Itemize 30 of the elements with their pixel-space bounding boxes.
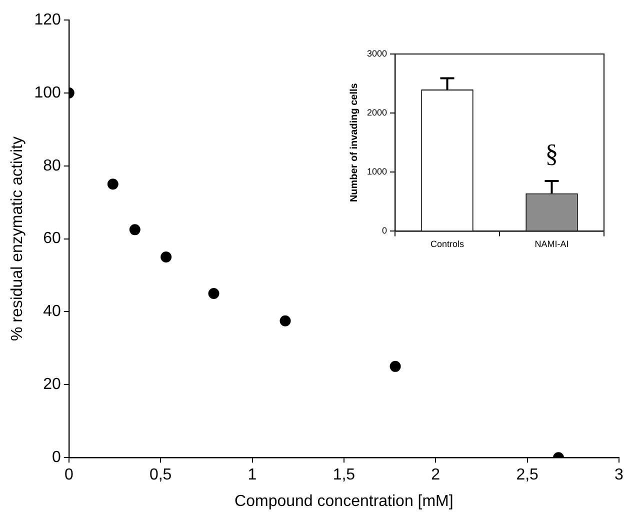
- x-tick-label: 0: [64, 466, 74, 484]
- y-tick-label: 100: [34, 84, 61, 102]
- y-tick-label: 60: [43, 230, 61, 248]
- y-axis-title: Number of invading cells: [348, 82, 360, 202]
- x-tick-label: 0,5: [149, 466, 172, 484]
- y-tick-label: 0: [52, 449, 61, 466]
- y-tick-label: 40: [43, 303, 61, 320]
- y-tick-label: 80: [43, 157, 61, 174]
- point: [160, 252, 172, 263]
- y-tick-label: 3000: [366, 48, 388, 58]
- annotation: §: [545, 138, 558, 168]
- point: [390, 360, 401, 372]
- point: [280, 315, 291, 326]
- x-tick-label: 2,5: [516, 466, 539, 484]
- x-tick-label: 1,5: [332, 466, 356, 484]
- x-tick-label: 2: [431, 466, 440, 484]
- x-tick-label: 3: [614, 466, 624, 484]
- x-tick-label: Controls: [430, 239, 465, 250]
- y-tick-label: 2000: [366, 108, 388, 118]
- y-tick-label: 120: [34, 11, 61, 28]
- y-tick-label: 1000: [366, 166, 388, 177]
- x-tick-label: 1: [248, 466, 257, 484]
- x-tick-label: NAMI-AI: [534, 239, 569, 250]
- x-axis-title: Compound concentration [mM]: [234, 492, 454, 510]
- point: [208, 288, 220, 299]
- point: [107, 178, 118, 190]
- y-axis-title: % residual enzymatic activity: [9, 136, 26, 342]
- y-tick-label: 0: [382, 226, 388, 236]
- y-tick-label: 20: [43, 376, 61, 394]
- point: [129, 224, 140, 236]
